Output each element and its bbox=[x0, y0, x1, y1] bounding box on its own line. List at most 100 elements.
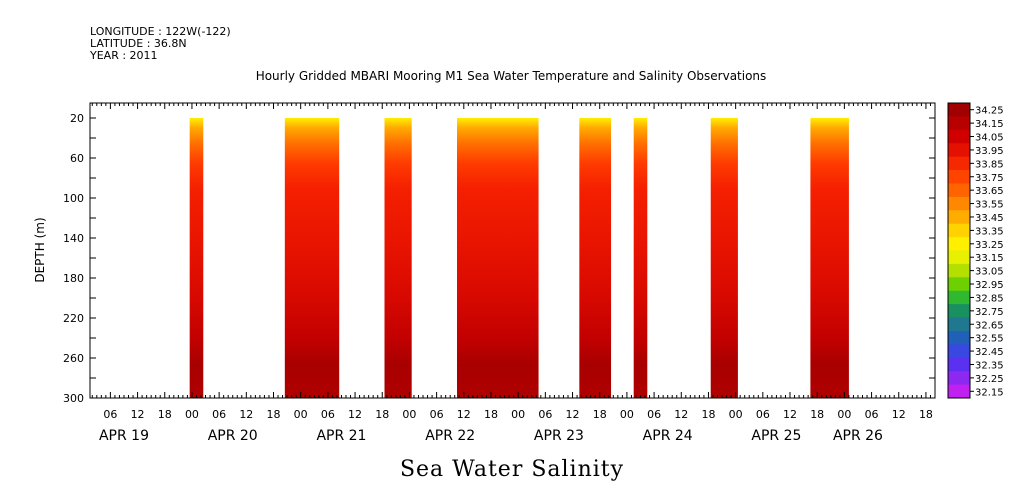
data-block-3 bbox=[384, 118, 412, 398]
y-tick-label: 60 bbox=[70, 152, 84, 165]
colorbar: 34.25 34.15 34.05 33.95 33.85 33.75 33.65 33.55… bbox=[947, 102, 1004, 399]
colorbar-swatch bbox=[948, 196, 970, 211]
colorbar-frame bbox=[947, 102, 971, 399]
chart-subtitle: Sea Water Salinity bbox=[400, 457, 624, 482]
x-hour-label: 18 bbox=[593, 408, 607, 421]
colorbar-label: 32.75 bbox=[975, 307, 1004, 318]
colorbar-swatch bbox=[948, 116, 970, 131]
colorbar-swatch bbox=[948, 290, 970, 305]
colorbar-label: 32.35 bbox=[975, 360, 1004, 371]
colorbar-swatch bbox=[948, 357, 970, 372]
longitude-label: LONGITUDE : 122W(-122) bbox=[90, 25, 231, 38]
x-date-label: APR 20 bbox=[208, 428, 258, 444]
x-date-label: APR 23 bbox=[534, 428, 584, 444]
x-hour-label: 06 bbox=[103, 408, 117, 421]
y-tick-label: 220 bbox=[63, 312, 84, 325]
colorbar-label: 32.65 bbox=[975, 320, 1004, 331]
x-hour-label: 00 bbox=[294, 408, 308, 421]
x-hour-label: 06 bbox=[756, 408, 770, 421]
colorbar-label: 33.65 bbox=[975, 186, 1004, 197]
chart-title: Hourly Gridded MBARI Mooring M1 Sea Wate… bbox=[256, 69, 767, 83]
colorbar-label: 33.85 bbox=[975, 159, 1004, 170]
x-hour-label: 06 bbox=[430, 408, 444, 421]
x-hour-label: 18 bbox=[375, 408, 389, 421]
colorbar-label: 32.95 bbox=[975, 280, 1004, 291]
x-hour-label: 12 bbox=[239, 408, 253, 421]
colorbar-swatch bbox=[948, 263, 970, 278]
colorbar-swatch bbox=[948, 384, 970, 399]
x-hour-label: 12 bbox=[783, 408, 797, 421]
x-hour-label: 12 bbox=[131, 408, 145, 421]
x-hour-label: 18 bbox=[919, 408, 933, 421]
data-block-5 bbox=[579, 118, 612, 398]
x-date-label: APR 22 bbox=[425, 428, 475, 444]
data-block-4 bbox=[456, 118, 539, 398]
x-date-label: APR 26 bbox=[833, 428, 883, 444]
colorbar-swatch bbox=[948, 250, 970, 265]
x-date-label: APR 25 bbox=[751, 428, 801, 444]
colorbar-swatch bbox=[948, 277, 970, 292]
x-hour-label: 00 bbox=[729, 408, 743, 421]
colorbar-swatch bbox=[948, 371, 970, 386]
colorbar-label: 33.75 bbox=[975, 173, 1004, 184]
x-axis-ticks bbox=[91, 103, 936, 398]
x-hour-label: 06 bbox=[321, 408, 335, 421]
x-hour-label: 06 bbox=[538, 408, 552, 421]
year-label: YEAR : 2011 bbox=[89, 49, 158, 62]
y-tick-label: 180 bbox=[63, 272, 84, 285]
data-block-2 bbox=[284, 118, 340, 398]
x-hour-label: 18 bbox=[158, 408, 172, 421]
x-hour-label: 18 bbox=[266, 408, 280, 421]
colorbar-swatch bbox=[948, 317, 970, 332]
colorbar-label: 33.35 bbox=[975, 226, 1004, 237]
colorbar-swatch bbox=[948, 143, 970, 158]
colorbar-label: 34.15 bbox=[975, 119, 1004, 130]
colorbar-label: 33.25 bbox=[975, 240, 1004, 251]
data-block-1 bbox=[189, 118, 204, 398]
x-hour-label: 18 bbox=[810, 408, 824, 421]
x-hour-label: 12 bbox=[348, 408, 362, 421]
x-hour-label: 12 bbox=[674, 408, 688, 421]
x-hour-label: 06 bbox=[212, 408, 226, 421]
colorbar-swatch bbox=[948, 183, 970, 198]
x-axis-labels: 06 12 18 00 06 12 18 00 06 12 18 00 06 12 18 00 06 12 18 00… bbox=[99, 408, 933, 444]
y-axis: 20 60 100 140 180 220 260 300 bbox=[63, 112, 935, 405]
x-hour-label: 18 bbox=[484, 408, 498, 421]
colorbar-swatch bbox=[948, 103, 970, 117]
colorbar-swatch bbox=[948, 210, 970, 225]
colorbar-swatch bbox=[948, 344, 970, 359]
x-hour-label: 00 bbox=[185, 408, 199, 421]
colorbar-swatch bbox=[948, 170, 970, 184]
colorbar-label: 33.55 bbox=[975, 200, 1004, 211]
plot-frame bbox=[89, 102, 936, 399]
y-tick-label: 140 bbox=[63, 232, 84, 245]
data-block-8 bbox=[810, 118, 849, 398]
colorbar-swatch bbox=[948, 330, 970, 345]
colorbar-swatch bbox=[948, 223, 970, 238]
colorbar-label: 33.05 bbox=[975, 267, 1004, 278]
data-block-7 bbox=[710, 118, 738, 398]
colorbar-label: 34.25 bbox=[975, 106, 1004, 117]
colorbar-label: 33.15 bbox=[975, 253, 1004, 264]
data-block-6 bbox=[633, 118, 648, 398]
data-blocks bbox=[189, 118, 849, 398]
colorbar-swatch bbox=[948, 156, 970, 171]
x-hour-label: 06 bbox=[647, 408, 661, 421]
y-tick-label: 300 bbox=[63, 392, 84, 405]
colorbar-label: 33.45 bbox=[975, 213, 1004, 224]
x-hour-label: 18 bbox=[701, 408, 715, 421]
colorbar-swatch bbox=[948, 129, 970, 144]
colorbar-label: 32.55 bbox=[975, 334, 1004, 345]
x-date-label: APR 24 bbox=[643, 428, 693, 444]
x-date-label: APR 19 bbox=[99, 428, 149, 444]
y-tick-label: 20 bbox=[70, 112, 84, 125]
colorbar-label: 32.85 bbox=[975, 293, 1004, 304]
colorbar-label: 32.45 bbox=[975, 347, 1004, 358]
x-hour-label: 00 bbox=[402, 408, 416, 421]
x-date-label: APR 21 bbox=[316, 428, 366, 444]
x-hour-label: 00 bbox=[511, 408, 525, 421]
colorbar-label: 34.05 bbox=[975, 133, 1004, 144]
colorbar-label: 32.15 bbox=[975, 387, 1004, 398]
y-axis-label: DEPTH (m) bbox=[33, 217, 47, 282]
